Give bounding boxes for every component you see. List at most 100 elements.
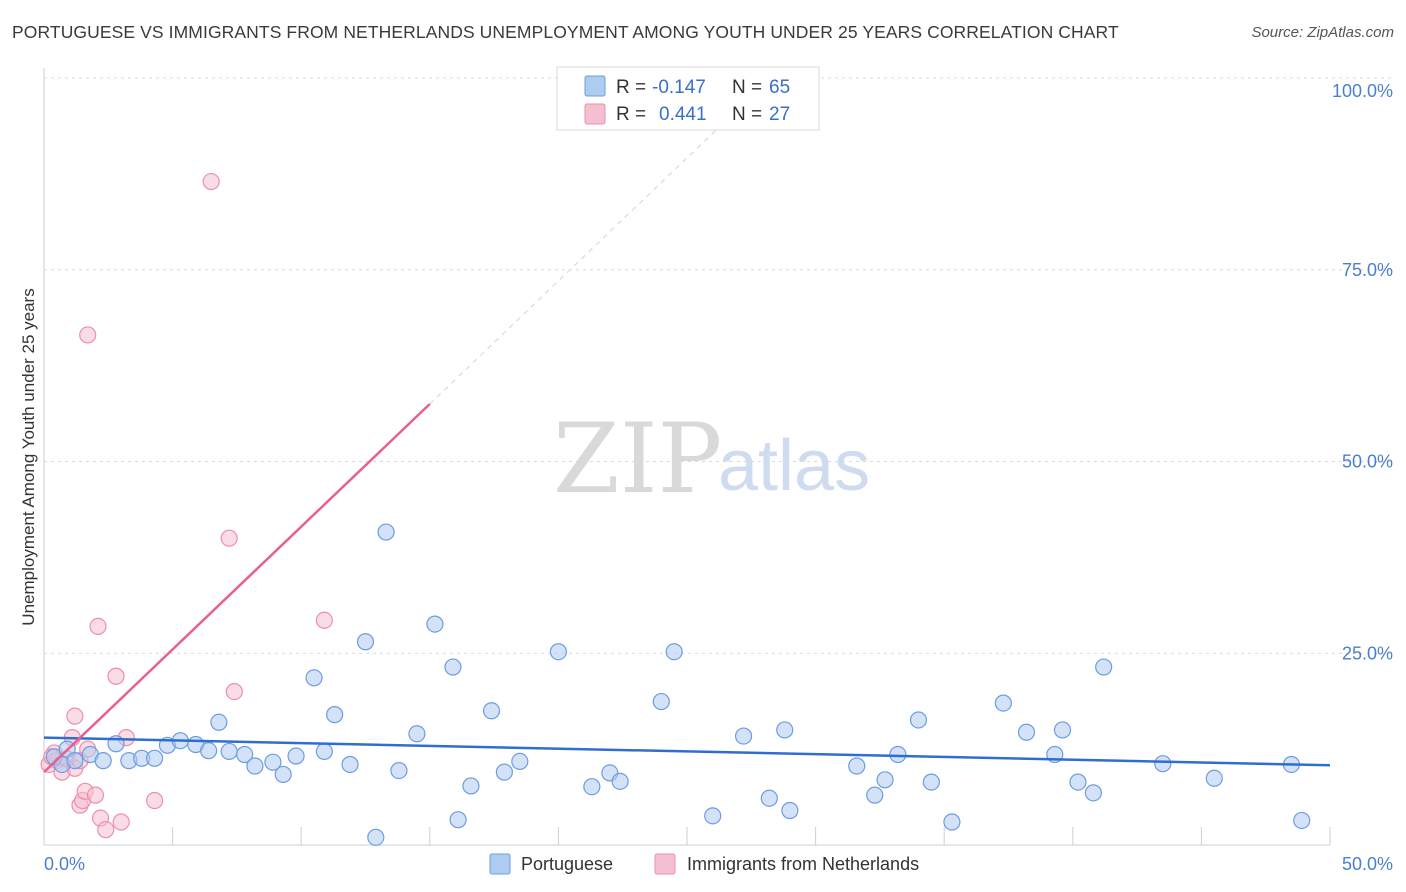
portuguese-point — [922, 773, 940, 791]
y-tick-label: 50.0% — [1342, 452, 1393, 472]
portuguese-point — [760, 789, 778, 807]
gridlines — [44, 77, 1393, 654]
portuguese-point — [408, 725, 426, 743]
portuguese-point — [1017, 723, 1036, 741]
portuguese-point — [426, 615, 444, 633]
portuguese-point — [909, 711, 928, 729]
legend-r-label-2: R = — [616, 104, 646, 125]
bottom-legend-label-portuguese: Portuguese — [521, 854, 613, 874]
legend-r-value-1: -0.147 — [652, 77, 706, 98]
portuguese-point — [341, 755, 359, 774]
portuguese-point — [236, 745, 254, 764]
x-tick-label-max: 50.0% — [1342, 854, 1393, 874]
netherlands-point — [89, 617, 107, 636]
portuguese-point — [652, 692, 670, 711]
portuguese-point — [776, 721, 794, 739]
portuguese-point — [220, 742, 238, 761]
legend-n-value-1: 65 — [769, 77, 790, 98]
netherlands-point — [86, 786, 105, 804]
x-tick-label-min: 0.0% — [44, 854, 85, 874]
netherlands-point — [66, 707, 84, 725]
netherlands-trendline-extension — [429, 108, 739, 405]
legend-swatch-pink — [584, 103, 606, 125]
portuguese-point — [1053, 721, 1072, 739]
bottom-legend: Portuguese Immigrants from Netherlands — [489, 853, 919, 875]
chart-title: PORTUGUESE VS IMMIGRANTS FROM NETHERLAND… — [12, 22, 1119, 42]
y-tick-label: 25.0% — [1342, 643, 1393, 663]
portuguese-point — [210, 713, 228, 731]
portuguese-point — [326, 706, 344, 724]
y-tick-label: 75.0% — [1342, 260, 1393, 280]
portuguese-point — [305, 669, 323, 687]
portuguese-point — [66, 752, 84, 770]
netherlands-point — [225, 682, 243, 701]
portuguese-point — [583, 778, 601, 796]
portuguese-point — [462, 777, 480, 795]
bottom-legend-swatch-netherlands — [654, 853, 676, 875]
netherlands-point — [315, 611, 333, 629]
watermark: ZIP atlas — [553, 403, 870, 515]
bottom-legend-label-netherlands: Immigrants from Netherlands — [687, 854, 919, 874]
legend-n-label-1: N = — [732, 77, 762, 98]
trendlines — [43, 108, 1331, 774]
portuguese-point — [876, 771, 894, 789]
legend-n-value-2: 27 — [769, 104, 790, 125]
netherlands-point — [112, 813, 130, 831]
source-label: Source: ZipAtlas.com — [1251, 24, 1394, 41]
portuguese-point — [264, 753, 282, 771]
y-axis-title: Unemployment Among Youth under 25 years — [19, 288, 38, 625]
portuguese-trendline — [43, 736, 1331, 767]
portuguese-point — [665, 643, 683, 661]
portuguese-point — [145, 749, 164, 767]
netherlands-point — [107, 667, 125, 685]
portuguese-point — [1095, 658, 1113, 676]
portuguese-point — [734, 727, 753, 745]
portuguese-point — [482, 702, 501, 720]
portuguese-point — [611, 772, 629, 790]
bottom-legend-swatch-portuguese — [489, 853, 511, 875]
netherlands-trendline — [43, 403, 431, 774]
netherlands-point — [202, 172, 220, 191]
portuguese-point — [246, 757, 264, 775]
portuguese-point — [704, 807, 722, 825]
portuguese-point — [994, 694, 1012, 712]
x-ticks — [43, 827, 1331, 845]
watermark-zip: ZIP — [553, 403, 722, 515]
portuguese-point — [449, 811, 467, 829]
portuguese-point — [511, 752, 529, 770]
legend-swatch-blue — [584, 75, 606, 97]
portuguese-point — [377, 523, 395, 541]
portuguese-point — [1205, 769, 1223, 787]
portuguese-point — [1293, 811, 1311, 830]
portuguese-point — [866, 786, 884, 804]
portuguese-point — [367, 828, 385, 846]
blue-series-points — [45, 523, 1311, 846]
portuguese-point — [444, 658, 462, 676]
portuguese-point — [1154, 755, 1172, 773]
portuguese-point — [200, 742, 218, 760]
top-legend: R = -0.147 N = 65 R = 0.441 N = 27 — [556, 66, 820, 131]
portuguese-point — [495, 763, 513, 781]
portuguese-point — [549, 643, 568, 661]
legend-r-value-2: 0.441 — [659, 104, 707, 125]
portuguese-point — [94, 752, 112, 770]
portuguese-point — [781, 801, 799, 820]
portuguese-point — [943, 813, 961, 831]
netherlands-point — [220, 529, 238, 547]
portuguese-point — [356, 633, 375, 651]
netherlands-point — [97, 821, 115, 839]
portuguese-point — [390, 762, 408, 780]
portuguese-point — [889, 745, 907, 764]
portuguese-point — [1084, 784, 1102, 802]
legend-r-label-1: R = — [616, 77, 646, 98]
portuguese-point — [1069, 773, 1087, 791]
y-tick-labels: 25.0% 50.0% 75.0% 100.0% — [1332, 81, 1393, 663]
portuguese-point — [274, 765, 292, 784]
portuguese-point — [315, 742, 333, 761]
portuguese-point — [848, 757, 866, 775]
netherlands-point — [79, 326, 97, 344]
legend-n-label-2: N = — [732, 104, 762, 125]
netherlands-point — [145, 791, 164, 810]
watermark-atlas: atlas — [718, 426, 870, 506]
